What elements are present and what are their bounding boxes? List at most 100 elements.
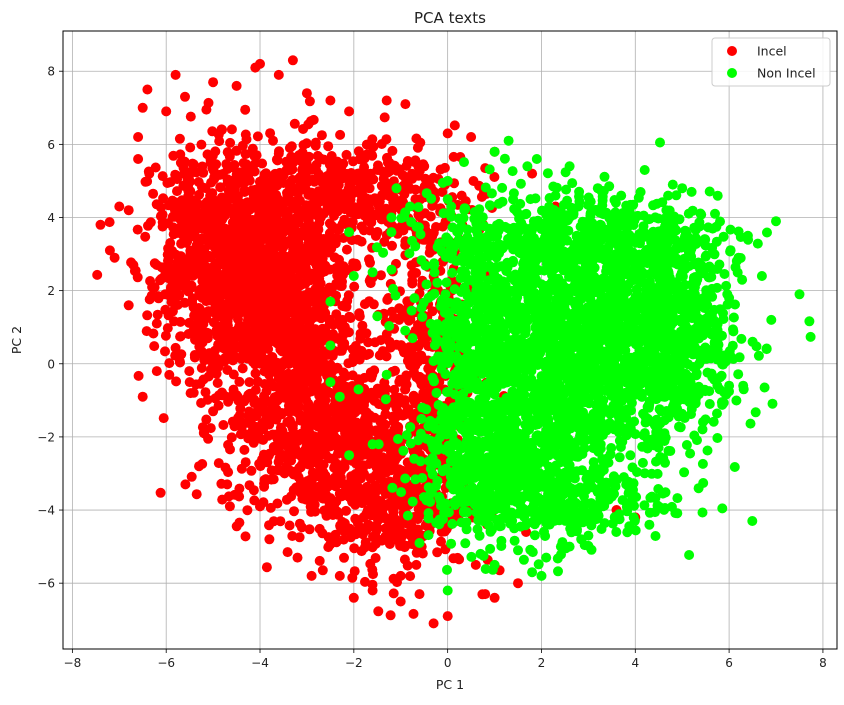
data-point	[231, 218, 241, 228]
data-point	[400, 99, 410, 109]
data-point	[339, 553, 349, 563]
data-point	[401, 178, 411, 188]
data-point	[251, 352, 261, 362]
data-point	[408, 333, 418, 343]
data-point	[301, 495, 311, 505]
data-point	[239, 158, 249, 168]
data-point	[371, 522, 381, 532]
data-point	[309, 206, 319, 216]
data-point	[160, 346, 170, 356]
data-point	[133, 272, 143, 282]
data-point	[410, 155, 420, 165]
data-point	[300, 446, 310, 456]
data-point	[382, 351, 392, 361]
data-point	[321, 435, 331, 445]
data-point	[171, 70, 181, 80]
data-point	[218, 420, 228, 430]
data-point	[185, 143, 195, 153]
data-point	[242, 291, 252, 301]
data-point	[257, 340, 267, 350]
data-point	[311, 165, 321, 175]
data-point	[362, 140, 372, 150]
data-point	[355, 311, 365, 321]
data-point	[287, 141, 297, 151]
data-point	[245, 306, 255, 316]
data-point	[191, 167, 201, 177]
data-point	[217, 495, 227, 505]
data-point	[508, 166, 518, 176]
data-point	[348, 156, 358, 166]
data-point	[223, 164, 233, 174]
data-point	[238, 141, 248, 151]
data-point	[348, 344, 358, 354]
data-point	[158, 193, 168, 203]
data-point	[348, 357, 358, 367]
data-point	[346, 218, 356, 228]
data-point	[179, 163, 189, 173]
data-point	[392, 340, 402, 350]
data-point	[149, 341, 159, 351]
data-point	[255, 59, 265, 69]
data-point	[328, 351, 338, 361]
data-point	[705, 399, 715, 409]
data-point	[92, 270, 102, 280]
data-point	[679, 467, 689, 477]
data-point	[175, 149, 185, 159]
data-point	[217, 388, 227, 398]
data-point	[432, 388, 442, 398]
data-point	[311, 268, 321, 278]
data-point	[380, 512, 390, 522]
data-point	[325, 160, 335, 170]
data-point	[281, 236, 291, 246]
data-point	[152, 366, 162, 376]
data-point	[158, 210, 168, 220]
data-point	[323, 192, 333, 202]
data-point	[419, 161, 429, 171]
data-point	[227, 124, 237, 134]
data-point	[243, 390, 253, 400]
data-point	[180, 92, 190, 102]
data-point	[355, 470, 365, 480]
data-point	[197, 182, 207, 192]
data-point	[359, 525, 369, 535]
data-point	[133, 154, 143, 164]
data-point	[361, 509, 371, 519]
data-point	[316, 313, 326, 323]
data-point	[275, 516, 285, 526]
data-point	[165, 238, 175, 248]
data-point	[185, 377, 195, 387]
data-point	[261, 168, 271, 178]
data-point	[236, 236, 246, 246]
data-point	[264, 534, 274, 544]
data-point	[405, 571, 415, 581]
data-point	[340, 322, 350, 332]
data-point	[171, 198, 181, 208]
data-point	[96, 220, 106, 230]
data-point	[273, 434, 283, 444]
data-point	[338, 270, 348, 280]
data-point	[357, 321, 367, 331]
data-point	[418, 388, 428, 398]
data-point	[225, 138, 235, 148]
data-point	[148, 189, 158, 199]
data-point	[294, 402, 304, 412]
data-point	[417, 337, 427, 347]
data-point	[142, 85, 152, 95]
data-point	[156, 488, 166, 498]
data-point	[198, 422, 208, 432]
data-point	[243, 315, 253, 325]
data-point	[396, 597, 406, 607]
data-point	[338, 159, 348, 169]
data-point	[307, 309, 317, 319]
data-point	[192, 267, 202, 277]
data-point	[232, 327, 242, 337]
data-point	[290, 119, 300, 129]
data-point	[275, 465, 285, 475]
data-point	[331, 309, 341, 319]
data-point	[334, 255, 344, 265]
data-point	[804, 316, 814, 326]
data-point	[320, 482, 330, 492]
data-point	[806, 332, 816, 342]
data-point	[443, 611, 453, 621]
data-point	[390, 514, 400, 524]
